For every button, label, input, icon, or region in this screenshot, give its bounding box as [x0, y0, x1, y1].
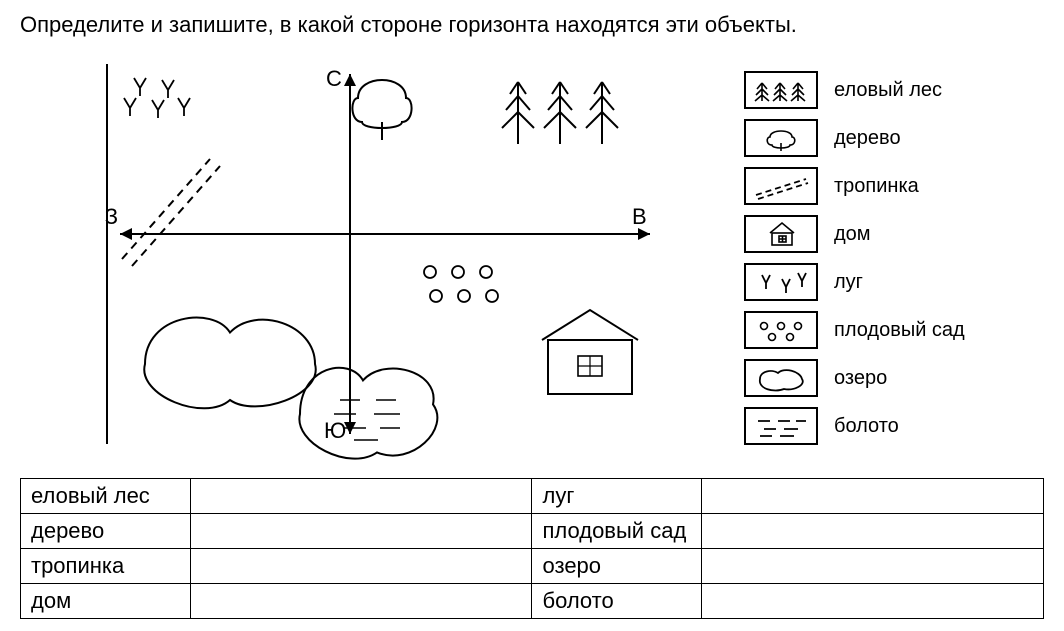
task-title: Определите и запишите, в какой стороне г…	[20, 12, 1044, 38]
table-cell-answer[interactable]	[702, 514, 1044, 549]
legend-label: еловый лес	[834, 79, 942, 102]
legend-row-swamp: болото	[744, 406, 1034, 446]
legend-row-path: тропинка	[744, 166, 1034, 206]
table-cell-label: дерево	[21, 514, 191, 549]
legend-label: тропинка	[834, 175, 919, 198]
legend-label: луг	[834, 271, 863, 294]
legend-icon-spruce-forest	[744, 71, 818, 109]
legend-row-house: дом	[744, 214, 1034, 254]
legend-icon-swamp	[744, 407, 818, 445]
legend-label: плодовый сад	[834, 319, 965, 342]
legend: еловый лес дерево тропинка	[744, 70, 1034, 454]
table-cell-answer[interactable]	[702, 479, 1044, 514]
table-cell-label: болото	[532, 584, 702, 619]
map-diagram: С Ю З В	[20, 44, 740, 464]
legend-row-meadow: луг	[744, 262, 1034, 302]
legend-label: дом	[834, 223, 871, 246]
table-cell-answer[interactable]	[190, 514, 532, 549]
table-cell-answer[interactable]	[190, 479, 532, 514]
legend-row-tree: дерево	[744, 118, 1034, 158]
table-cell-label: дом	[21, 584, 191, 619]
legend-label: дерево	[834, 127, 901, 150]
table-cell-label: еловый лес	[21, 479, 191, 514]
svg-text:З: З	[105, 204, 118, 229]
svg-text:Ю: Ю	[324, 418, 346, 443]
table-cell-label: луг	[532, 479, 702, 514]
svg-text:В: В	[632, 204, 647, 229]
svg-text:С: С	[326, 66, 342, 91]
legend-icon-meadow	[744, 263, 818, 301]
table-cell-answer[interactable]	[702, 584, 1044, 619]
answer-table: еловый лес луг дерево плодовый сад тропи…	[20, 478, 1044, 619]
legend-row-lake: озеро	[744, 358, 1034, 398]
legend-icon-house	[744, 215, 818, 253]
table-cell-label: плодовый сад	[532, 514, 702, 549]
table-cell-label: озеро	[532, 549, 702, 584]
legend-row-orchard: плодовый сад	[744, 310, 1034, 350]
table-cell-answer[interactable]	[190, 584, 532, 619]
table-cell-label: тропинка	[21, 549, 191, 584]
legend-icon-tree	[744, 119, 818, 157]
legend-icon-lake	[744, 359, 818, 397]
legend-icon-orchard	[744, 311, 818, 349]
legend-label: озеро	[834, 367, 887, 390]
legend-row-spruce-forest: еловый лес	[744, 70, 1034, 110]
map-container: С Ю З В еловый лес дерево	[20, 44, 1044, 464]
table-cell-answer[interactable]	[190, 549, 532, 584]
legend-icon-path	[744, 167, 818, 205]
table-cell-answer[interactable]	[702, 549, 1044, 584]
legend-label: болото	[834, 415, 899, 438]
